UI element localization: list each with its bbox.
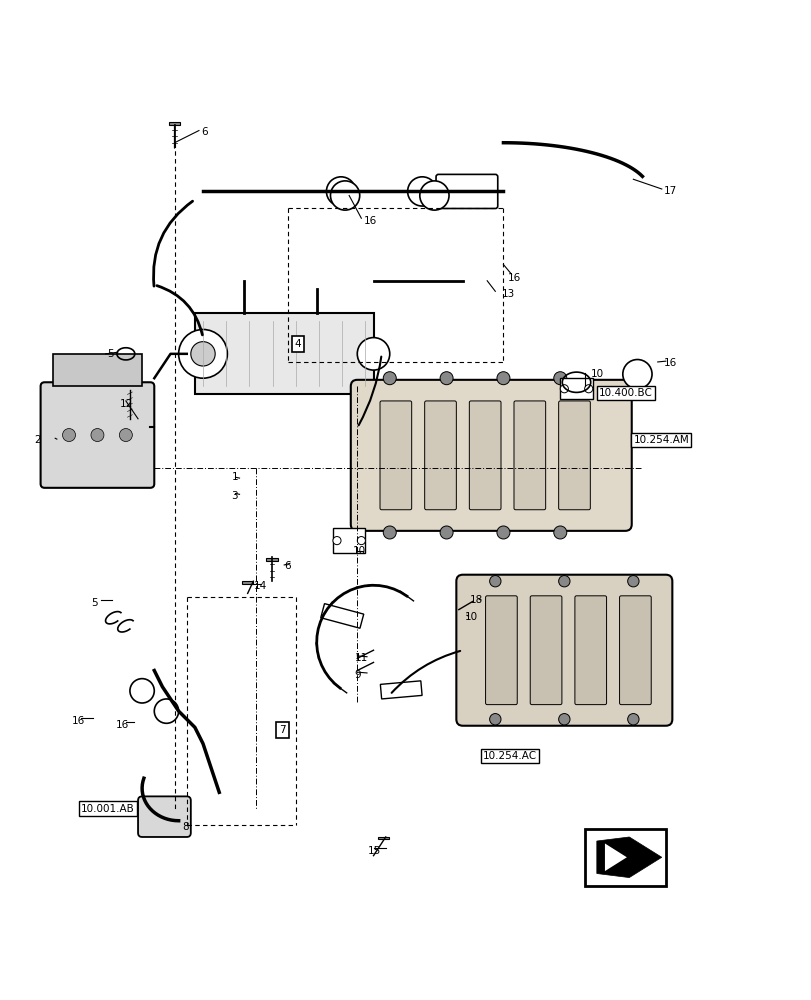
Polygon shape	[596, 837, 661, 878]
Circle shape	[357, 537, 365, 545]
Polygon shape	[266, 558, 277, 561]
Circle shape	[178, 329, 227, 378]
Circle shape	[440, 526, 453, 539]
Text: 5: 5	[107, 349, 114, 359]
Text: 10: 10	[590, 369, 603, 379]
Polygon shape	[242, 581, 253, 584]
Text: 10.400.BC: 10.400.BC	[599, 388, 652, 398]
Circle shape	[553, 372, 566, 385]
FancyBboxPatch shape	[530, 596, 561, 705]
Text: 4: 4	[294, 339, 301, 349]
Text: 6: 6	[284, 561, 290, 571]
Circle shape	[553, 526, 566, 539]
Circle shape	[357, 338, 389, 370]
Circle shape	[419, 181, 448, 210]
Text: 12: 12	[120, 399, 133, 409]
Circle shape	[91, 429, 104, 442]
FancyBboxPatch shape	[619, 596, 650, 705]
Circle shape	[558, 714, 569, 725]
Circle shape	[627, 714, 638, 725]
Text: 13: 13	[501, 289, 514, 299]
Circle shape	[496, 526, 509, 539]
Circle shape	[407, 177, 436, 206]
Text: 16: 16	[116, 720, 129, 730]
Circle shape	[489, 576, 500, 587]
Text: 6: 6	[201, 127, 208, 137]
Circle shape	[496, 372, 509, 385]
Text: 7: 7	[279, 725, 285, 735]
Bar	[584, 829, 665, 886]
Text: 10.001.AB: 10.001.AB	[81, 804, 135, 814]
Circle shape	[130, 679, 154, 703]
Circle shape	[622, 360, 651, 389]
Text: 8: 8	[182, 822, 189, 832]
Circle shape	[326, 177, 355, 206]
Polygon shape	[169, 122, 180, 125]
Circle shape	[440, 372, 453, 385]
Text: 16: 16	[663, 358, 676, 368]
Circle shape	[560, 385, 568, 393]
Bar	[560, 378, 592, 398]
Bar	[333, 528, 365, 553]
Circle shape	[191, 342, 215, 366]
Text: 11: 11	[354, 653, 367, 663]
Circle shape	[119, 429, 132, 442]
Circle shape	[62, 429, 75, 442]
Circle shape	[383, 372, 396, 385]
Text: 1: 1	[231, 472, 238, 482]
Text: 10.254.AM: 10.254.AM	[633, 435, 689, 445]
Text: 10.254.AC: 10.254.AC	[483, 751, 537, 761]
FancyBboxPatch shape	[485, 596, 517, 705]
Bar	[195, 313, 373, 394]
Text: 5: 5	[91, 598, 97, 608]
Circle shape	[627, 576, 638, 587]
FancyBboxPatch shape	[138, 796, 191, 837]
Text: 9: 9	[354, 670, 361, 680]
Text: 10: 10	[353, 546, 366, 556]
Bar	[53, 354, 142, 386]
Text: 3: 3	[231, 491, 238, 501]
FancyBboxPatch shape	[469, 401, 500, 510]
FancyBboxPatch shape	[424, 401, 456, 510]
FancyBboxPatch shape	[350, 380, 631, 531]
FancyBboxPatch shape	[574, 596, 606, 705]
Text: 16: 16	[363, 216, 376, 226]
Text: 17: 17	[663, 186, 676, 196]
Circle shape	[558, 576, 569, 587]
Text: 16: 16	[71, 716, 84, 726]
FancyBboxPatch shape	[380, 401, 411, 510]
Circle shape	[383, 526, 396, 539]
FancyBboxPatch shape	[456, 575, 672, 726]
FancyBboxPatch shape	[558, 401, 590, 510]
Text: 18: 18	[469, 595, 482, 605]
Text: 15: 15	[367, 846, 380, 856]
Text: 2: 2	[34, 435, 41, 445]
Polygon shape	[377, 837, 388, 839]
Circle shape	[584, 385, 592, 393]
FancyBboxPatch shape	[513, 401, 545, 510]
Circle shape	[330, 181, 359, 210]
Text: 14: 14	[253, 581, 266, 591]
Text: 10: 10	[465, 612, 478, 622]
Circle shape	[489, 714, 500, 725]
Circle shape	[333, 537, 341, 545]
Text: 16: 16	[507, 273, 520, 283]
Polygon shape	[604, 843, 626, 871]
FancyBboxPatch shape	[41, 382, 154, 488]
Bar	[320, 604, 363, 628]
Bar	[380, 681, 422, 699]
FancyBboxPatch shape	[436, 174, 497, 208]
Circle shape	[154, 699, 178, 723]
